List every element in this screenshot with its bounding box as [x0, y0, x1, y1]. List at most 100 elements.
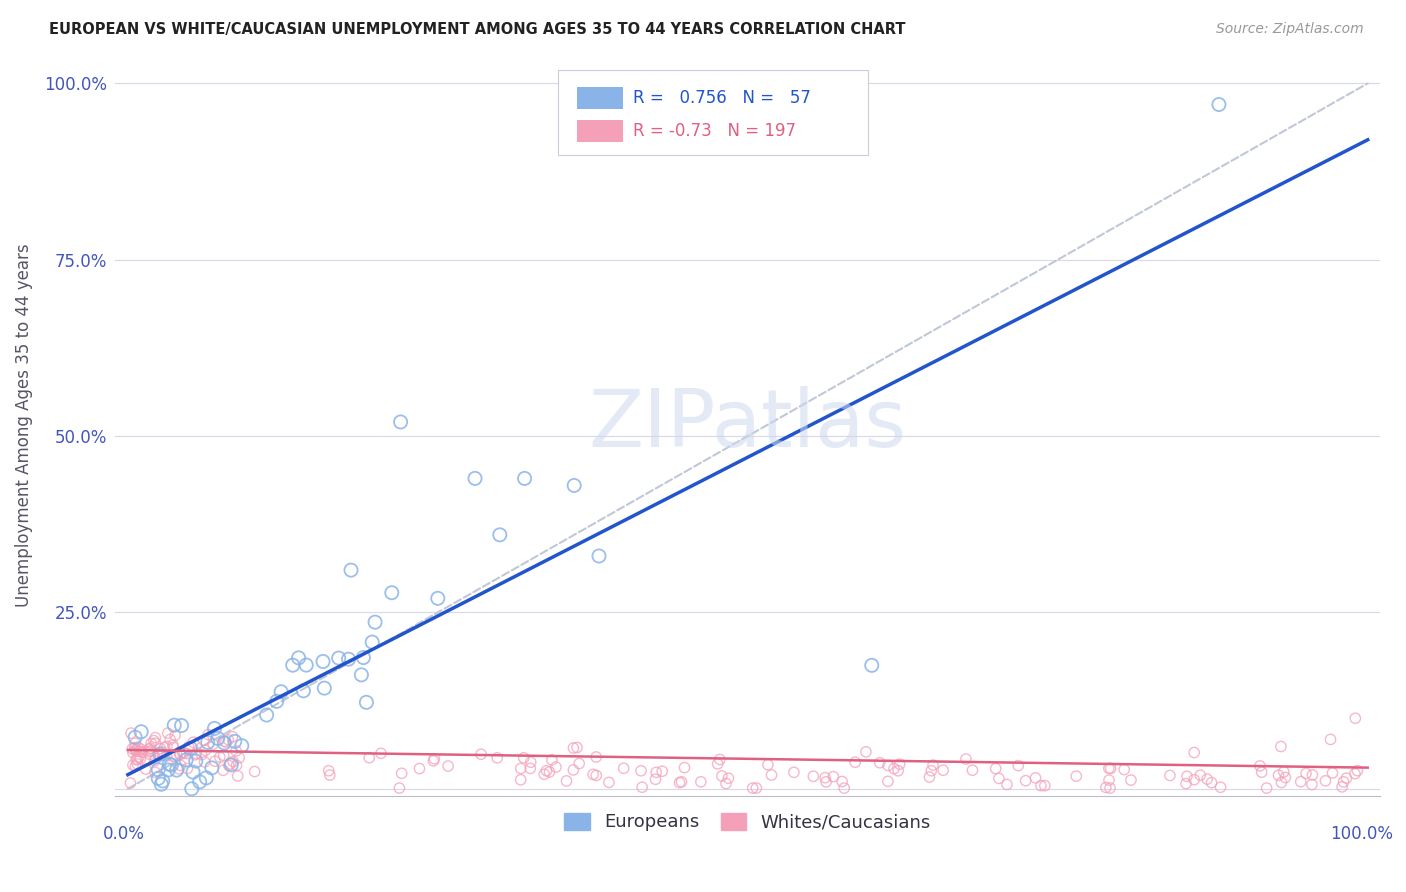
Point	[312, 655, 335, 669]
Point	[814, 771, 837, 785]
Point	[1249, 759, 1271, 773]
Point	[143, 765, 166, 780]
Point	[869, 756, 891, 770]
Point	[319, 768, 342, 782]
Point	[139, 741, 162, 756]
Point	[568, 756, 591, 771]
Point	[470, 747, 492, 762]
Point	[292, 683, 315, 698]
Point	[231, 739, 253, 753]
Point	[124, 736, 146, 750]
Point	[408, 762, 430, 776]
Point	[157, 763, 180, 777]
Point	[177, 739, 200, 754]
Point	[651, 764, 673, 779]
Text: 0.0%: 0.0%	[103, 825, 145, 844]
Point	[215, 735, 238, 749]
Point	[488, 528, 510, 542]
Point	[167, 762, 190, 776]
Point	[1182, 772, 1205, 787]
Point	[127, 757, 149, 772]
Point	[1182, 746, 1205, 760]
Point	[127, 752, 149, 766]
Point	[219, 756, 242, 771]
Point	[121, 742, 143, 756]
Point	[125, 753, 148, 767]
Point	[153, 740, 176, 755]
Point	[631, 780, 654, 795]
Point	[541, 753, 564, 767]
Point	[1098, 761, 1121, 775]
Point	[142, 733, 165, 747]
Point	[125, 744, 148, 758]
Point	[214, 734, 236, 748]
Point	[224, 734, 246, 748]
Point	[120, 726, 142, 740]
Point	[128, 744, 150, 758]
Point	[709, 752, 731, 766]
Point	[352, 650, 374, 665]
Point	[582, 767, 605, 781]
Point	[150, 777, 173, 791]
Point	[1098, 773, 1121, 788]
Point	[741, 781, 763, 796]
Point	[129, 724, 152, 739]
Point	[195, 771, 218, 785]
Point	[562, 763, 585, 777]
Point	[823, 770, 845, 784]
Point	[163, 718, 186, 732]
Text: R = -0.73   N = 197: R = -0.73 N = 197	[633, 121, 796, 140]
Point	[149, 741, 172, 756]
Point	[486, 751, 509, 765]
Legend: Europeans, Whites/Caucasians: Europeans, Whites/Caucasians	[557, 805, 938, 838]
Point	[163, 750, 186, 764]
Point	[565, 740, 588, 755]
Point	[270, 685, 292, 699]
Point	[162, 749, 184, 764]
Point	[226, 769, 249, 783]
Point	[176, 762, 198, 776]
Point	[1256, 781, 1278, 796]
Point	[179, 741, 201, 756]
Point	[538, 764, 561, 779]
Point	[1319, 732, 1341, 747]
Point	[1025, 771, 1047, 785]
Point	[555, 773, 578, 788]
Point	[127, 740, 149, 755]
Point	[381, 586, 404, 600]
Point	[536, 764, 558, 778]
Point	[193, 733, 215, 747]
Point	[129, 742, 152, 756]
Point	[181, 735, 204, 749]
Point	[148, 772, 170, 786]
Point	[422, 754, 444, 768]
Point	[225, 758, 247, 772]
Point	[131, 745, 153, 759]
Point	[173, 746, 195, 760]
Point	[149, 747, 172, 762]
Point	[464, 471, 486, 485]
Point	[877, 758, 900, 772]
Point	[193, 755, 215, 769]
Point	[673, 761, 696, 775]
Point	[370, 747, 392, 761]
Point	[152, 747, 174, 762]
Point	[197, 728, 219, 742]
Point	[356, 695, 378, 709]
Point	[877, 774, 900, 789]
Point	[160, 758, 183, 772]
Point	[1099, 761, 1122, 775]
Point	[1014, 773, 1036, 788]
Point	[204, 754, 226, 768]
Point	[124, 730, 146, 744]
Point	[630, 764, 652, 778]
Point	[1208, 97, 1230, 112]
Point	[1274, 771, 1296, 785]
Point	[756, 757, 779, 772]
Point	[562, 478, 585, 492]
Point	[1289, 774, 1312, 789]
Point	[1119, 773, 1142, 788]
Point	[815, 775, 838, 789]
Point	[129, 751, 152, 765]
Point	[389, 415, 412, 429]
